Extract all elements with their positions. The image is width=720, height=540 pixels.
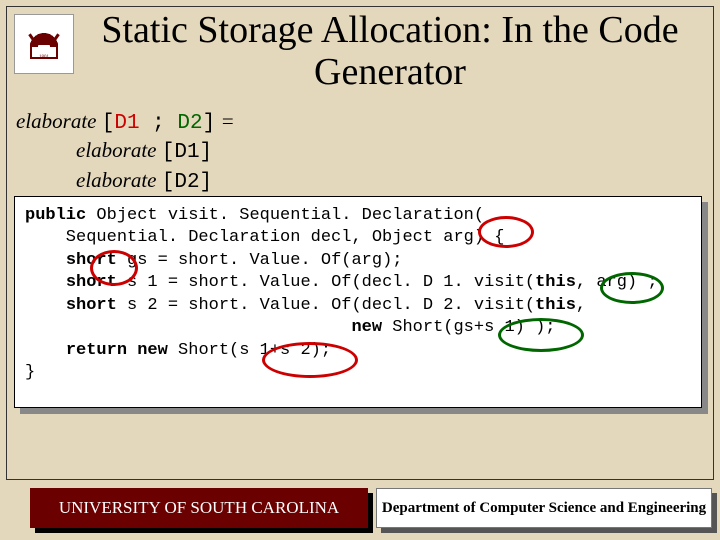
code-block: public Object visit. Sequential. Declara… xyxy=(14,196,702,408)
elaborate-line-2: elaborate [D1] xyxy=(16,137,235,166)
footer-right-text: Department of Computer Science and Engin… xyxy=(376,488,712,528)
logo-tree-icon xyxy=(26,29,62,59)
footer-left: UNIVERSITY OF SOUTH CAROLINA xyxy=(30,488,368,528)
footer-right: Department of Computer Science and Engin… xyxy=(376,488,712,528)
circle-gsS1 xyxy=(498,318,584,352)
circle-gs xyxy=(90,250,138,286)
page-title: Static Storage Allocation: In the Code G… xyxy=(80,10,700,94)
circle-arg xyxy=(478,216,534,248)
circle-argR xyxy=(600,272,664,304)
circle-s1s2 xyxy=(262,342,358,378)
elaborate-line-3: elaborate [D2] xyxy=(16,167,235,196)
usc-logo: 1801 xyxy=(14,14,74,74)
elaborate-line-1: elaborate [D1 ; D2] = xyxy=(16,108,235,137)
elaborate-rules: elaborate [D1 ; D2] = elaborate [D1] ela… xyxy=(16,108,235,196)
footer-left-text: UNIVERSITY OF SOUTH CAROLINA xyxy=(30,488,368,528)
